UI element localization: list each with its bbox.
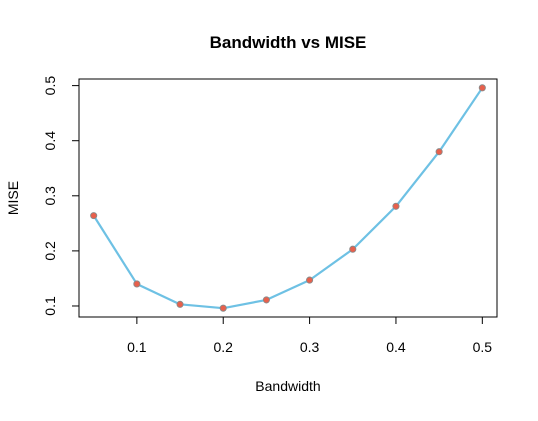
x-tick-label: 0.3 (300, 339, 320, 355)
y-tick-label: 0.2 (42, 241, 58, 261)
data-point (435, 148, 443, 156)
data-point (176, 300, 184, 308)
y-tick-label: 0.1 (42, 296, 58, 316)
mise-series-line (92, 86, 484, 310)
y-tick-label: 0.4 (42, 131, 58, 151)
data-point (133, 280, 141, 288)
x-tick-label: 0.1 (127, 339, 147, 355)
y-tick-label: 0.3 (42, 186, 58, 206)
data-point (90, 212, 98, 220)
data-point (219, 304, 227, 312)
data-point (392, 202, 400, 210)
y-tick-label: 0.5 (42, 76, 58, 96)
chart-title: Bandwidth vs MISE (210, 33, 367, 52)
plot-frame (78, 78, 498, 318)
data-point (478, 84, 486, 92)
series-layer (90, 84, 486, 312)
data-point (306, 276, 314, 284)
x-axis-label: Bandwidth (255, 378, 320, 394)
y-axis: 0.1 0.2 0.3 0.4 0.5 (42, 76, 80, 316)
x-tick-label: 0.4 (386, 339, 406, 355)
data-point (349, 245, 357, 253)
data-point (262, 296, 270, 304)
y-axis-label: MISE (5, 181, 21, 215)
x-axis: 0.1 0.2 0.3 0.4 0.5 (127, 316, 493, 355)
x-tick-label: 0.2 (213, 339, 233, 355)
x-tick-label: 0.5 (473, 339, 493, 355)
